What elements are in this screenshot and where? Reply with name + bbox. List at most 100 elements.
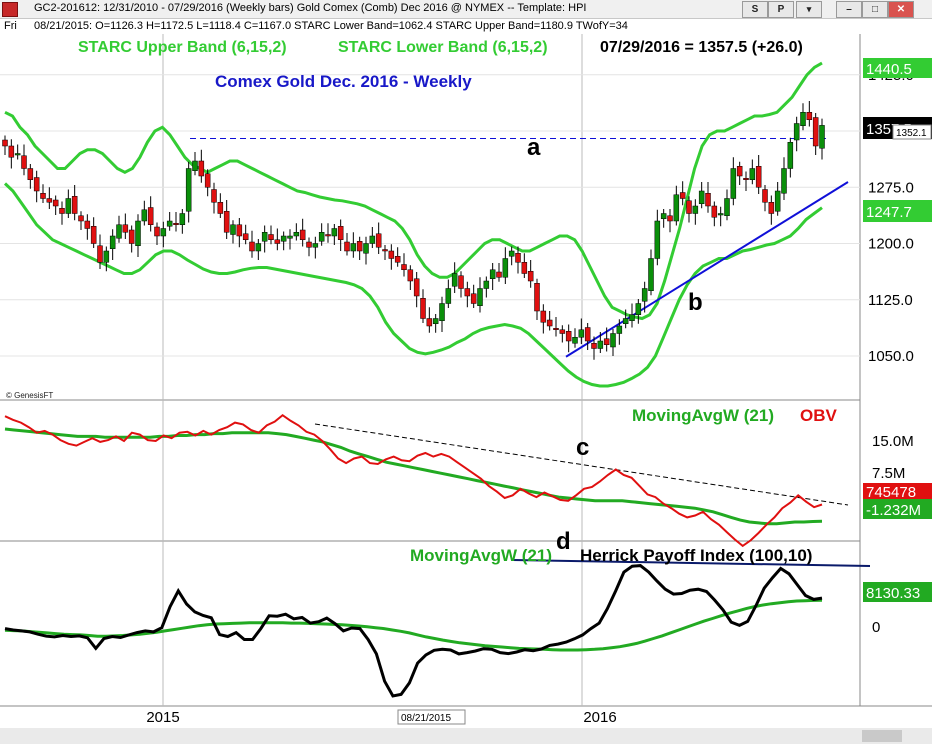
weekly-bar (166, 212, 173, 231)
minimize-button[interactable]: – (836, 1, 862, 18)
annotation-d: d (556, 528, 571, 555)
bar-body (591, 343, 597, 349)
weekly-bar (673, 185, 680, 226)
weekly-bar (337, 219, 344, 251)
bar-body (477, 288, 483, 306)
genesis-watermark: © GenesisFT (6, 391, 53, 400)
bar-body (673, 194, 680, 222)
ohlc-values: 08/21/2015: O=1126.3 H=1172.5 L=1118.4 C… (34, 20, 628, 32)
obv-line (4, 413, 823, 548)
bar-body (578, 329, 585, 338)
weekly-bar (426, 307, 433, 333)
weekly-bar (565, 324, 572, 353)
bar-body (458, 275, 464, 289)
weekly-bar (711, 201, 718, 227)
weekly-bar (382, 245, 388, 260)
maximize-button[interactable]: □ (862, 1, 888, 18)
bar-body (325, 234, 331, 237)
weekly-bar (154, 222, 160, 245)
weekly-bar (610, 329, 616, 356)
bar-body (160, 228, 167, 237)
scrollbar-thumb[interactable] (862, 730, 902, 742)
x-tick-2016: 2016 (583, 709, 616, 726)
weekly-bar (629, 303, 635, 328)
weekly-bar (287, 229, 293, 250)
bar-body (686, 200, 692, 214)
price-tick-label: 1050.0 (868, 348, 914, 365)
weekly-bar (787, 137, 794, 178)
herrick-payoff-index-line (4, 564, 823, 698)
bar-body (78, 215, 84, 222)
obv-ma-legend: MovingAvgW (21) (632, 406, 774, 425)
weekly-bar (293, 223, 300, 241)
bar-body (641, 288, 648, 302)
weekly-bar (173, 212, 179, 232)
bar-body (90, 226, 97, 244)
weekly-bar (363, 236, 369, 265)
weekly-bar (280, 231, 287, 251)
bar-body (40, 193, 46, 199)
bar-body (705, 193, 711, 207)
lower-band-tag (863, 200, 932, 222)
close-button[interactable]: ✕ (888, 1, 914, 18)
bar-body (572, 337, 578, 344)
weekly-bar (515, 246, 521, 274)
weekly-bar (394, 247, 401, 267)
hpi-ma-legend: MovingAvgW (21) (410, 546, 552, 565)
bar-body (711, 205, 718, 218)
bar-body (331, 228, 338, 237)
bar-body (135, 220, 141, 246)
bar-body (743, 178, 749, 180)
bar-body (97, 245, 103, 263)
weekly-bar (268, 225, 274, 245)
bar-body (122, 224, 129, 233)
weekly-bar (559, 325, 566, 343)
bar-body (242, 233, 249, 240)
weekly-bar (781, 157, 787, 200)
weekly-bar (344, 233, 350, 256)
bar-body (768, 202, 775, 214)
bar-body (730, 168, 737, 199)
s-button[interactable]: S (742, 1, 768, 18)
weekly-bar (800, 103, 806, 131)
weekly-bar (223, 200, 230, 239)
weekly-bar (755, 155, 762, 194)
bar-body (407, 269, 414, 282)
weekly-bar (496, 263, 502, 282)
bar-body (318, 232, 325, 242)
bar-body (147, 207, 154, 225)
weekly-bar (546, 311, 553, 331)
bar-body (483, 280, 490, 289)
weekly-bar (686, 196, 692, 223)
bar-body (736, 166, 743, 177)
obv-tick-15m: 15.0M (872, 433, 914, 450)
menu-icon[interactable]: ▾ (796, 1, 822, 18)
weekly-bar (40, 184, 46, 203)
bar-body (236, 224, 243, 237)
title-bar: GC2-201612: 12/31/2010 - 07/29/2016 (Wee… (0, 0, 932, 19)
weekly-bar (597, 332, 604, 353)
bar-body (660, 213, 667, 219)
weekly-bar (356, 236, 363, 260)
obv-divergence-line-c (314, 423, 849, 506)
bar-body (375, 233, 382, 248)
bar-body (515, 253, 521, 263)
window-title: GC2-201612: 12/31/2010 - 07/29/2016 (Wee… (34, 2, 587, 14)
p-button[interactable]: P (768, 1, 794, 18)
x-tick-2015: 2015 (146, 709, 179, 726)
weekly-bar (445, 279, 452, 308)
bar-body (287, 235, 293, 239)
bar-body (211, 189, 217, 203)
ohlc-readout: Fri 08/21/2015: O=1126.3 H=1172.5 L=1118… (2, 19, 932, 33)
date-marker: 08/21/2015 (401, 713, 451, 724)
weekly-bar (90, 217, 97, 248)
hpi-ma-value: 8130.33 (866, 585, 920, 602)
bar-body (445, 288, 452, 304)
weekly-bar (705, 182, 711, 213)
weekly-bar (274, 228, 281, 251)
weekly-bar (730, 157, 737, 206)
ohlc-day: Fri (4, 20, 17, 32)
bar-body (648, 258, 654, 291)
horizontal-scrollbar[interactable] (0, 728, 932, 744)
